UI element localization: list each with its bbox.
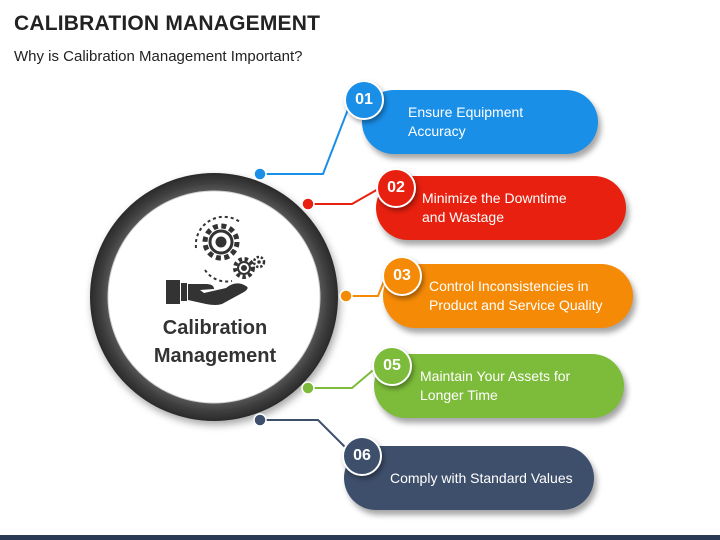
connector-06: [260, 419, 353, 455]
dot-05: [301, 381, 315, 395]
item-06-text: Comply with Standard Values: [390, 469, 573, 486]
dot-02: [301, 197, 315, 211]
item-01-text: Ensure Equipment Accuracy: [408, 104, 524, 139]
page-title: CALIBRATION MANAGEMENT: [14, 12, 321, 35]
hand-icon: [166, 280, 248, 305]
connector-02: [308, 187, 381, 205]
item-01-badge: 01: [344, 80, 384, 120]
connector-dots: [253, 167, 353, 427]
item-05-text: Maintain Your Assets for Longer Time: [420, 368, 571, 403]
footer-bar: [0, 535, 720, 540]
item-02-pill: Minimize the Downtime and Wastage: [376, 176, 626, 240]
connector-01: [260, 98, 353, 175]
item-05-badge: 05: [372, 346, 412, 386]
item-01-pill: Ensure Equipment Accuracy: [362, 90, 598, 154]
gear-small-icon: [233, 257, 255, 279]
center-label: Calibration Management: [153, 317, 277, 367]
item-06-badge: 06: [342, 436, 382, 476]
item-03-text: Control Inconsistencies in Product and S…: [429, 278, 603, 313]
connector-05: [308, 365, 379, 389]
item-06-pill: Comply with Standard Values: [344, 446, 594, 510]
dot-06: [253, 413, 267, 427]
dot-03: [339, 289, 353, 303]
item-03-badge: 03: [382, 256, 422, 296]
item-05-pill: Maintain Your Assets for Longer Time: [374, 354, 624, 418]
item-02-badge: 02: [376, 168, 416, 208]
gear-tiny-icon: [252, 255, 266, 269]
gear-large-icon: [202, 223, 240, 261]
dot-01: [253, 167, 267, 181]
item-03-pill: Control Inconsistencies in Product and S…: [383, 264, 633, 328]
gears-hand-icon: [166, 215, 266, 305]
page-subtitle: Why is Calibration Management Important?: [14, 48, 303, 65]
item-02-text: Minimize the Downtime and Wastage: [422, 190, 567, 225]
